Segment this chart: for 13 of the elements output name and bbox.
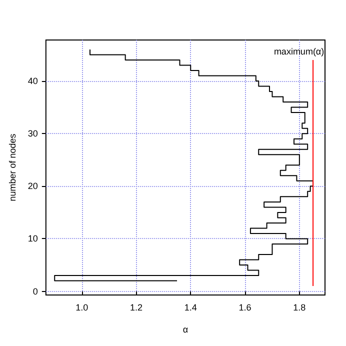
x-tick-label: 1.0 xyxy=(76,302,88,312)
series-label: maximum(α) xyxy=(274,46,324,56)
y-tick-label: 40 xyxy=(28,76,38,86)
x-tick-label: 1.4 xyxy=(184,302,197,312)
x-tick-label: 1.8 xyxy=(293,302,306,312)
x-tick-label: 1.6 xyxy=(238,302,252,312)
y-tick-label: 30 xyxy=(28,128,38,139)
y-axis-title: number of nodes xyxy=(8,133,18,202)
x-tick-label: 1.2 xyxy=(130,302,142,312)
y-tick-label: 20 xyxy=(28,181,38,192)
x-axis-title: α xyxy=(182,324,188,334)
y-tick-label: 10 xyxy=(28,234,38,244)
y-tick-label: 0 xyxy=(32,286,38,296)
